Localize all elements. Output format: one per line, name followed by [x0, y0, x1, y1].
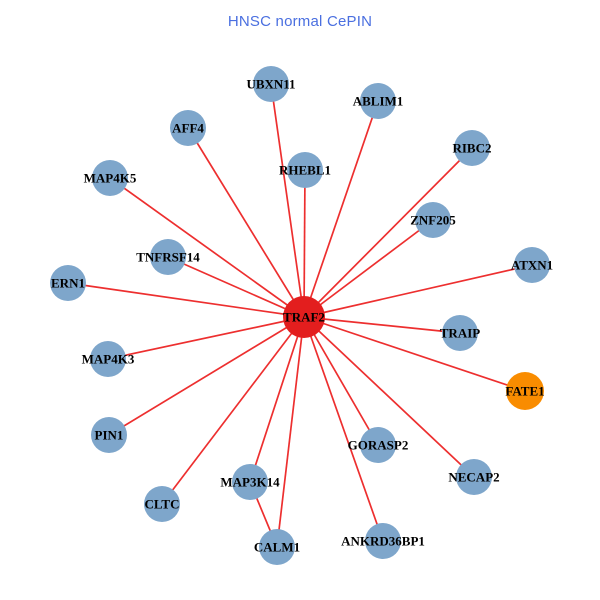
node-label-pin1: PIN1: [95, 428, 124, 443]
node-layer: [50, 66, 550, 565]
edge-traf2-fate1: [303, 316, 526, 392]
edge-traf2-aff4: [187, 127, 305, 318]
edge-traf2-map4k5: [109, 177, 305, 318]
node-label-necap2: NECAP2: [448, 470, 499, 485]
node-rhebl1: [287, 152, 323, 188]
node-ribc2: [454, 130, 490, 166]
edge-traf2-map3k14: [249, 316, 305, 483]
edge-layer: [67, 83, 533, 548]
label-layer: TRAF2 UBXN11 ABLIM1 RIBC2 ZNF205 ATXN1 TRAIP FA…: [51, 77, 553, 555]
node-label-map3k14: MAP3K14: [220, 475, 280, 490]
node-ern1: [50, 265, 86, 301]
edge-traf2-rhebl1: [303, 169, 306, 318]
edge-traf2-atxn1: [303, 264, 533, 318]
edge-traf2-pin1: [108, 316, 305, 436]
edge-traf2-tnfrsf14: [167, 256, 305, 318]
node-label-ribc2: RIBC2: [452, 141, 491, 156]
node-label-rhebl1: RHEBL1: [279, 163, 331, 178]
node-gorasp2: [360, 427, 396, 463]
node-map4k3: [90, 341, 126, 377]
node-znf205: [415, 202, 451, 238]
edge-traf2-cltc: [161, 316, 305, 505]
node-label-aff4: AFF4: [172, 121, 204, 136]
node-traf2: [283, 296, 325, 338]
node-label-gorasp2: GORASP2: [348, 438, 409, 453]
node-label-calm1: CALM1: [254, 540, 300, 555]
node-label-fate1: FATE1: [505, 384, 544, 399]
node-ubxn11: [253, 66, 289, 102]
node-label-traf2: TRAF2: [283, 310, 325, 325]
node-label-ern1: ERN1: [51, 276, 85, 291]
node-map3k14: [232, 464, 268, 500]
edge-traf2-ribc2: [303, 147, 473, 318]
node-tnfrsf14: [150, 239, 186, 275]
node-label-map4k3: MAP4K3: [82, 352, 135, 367]
node-ablim1: [360, 83, 396, 119]
node-label-tnfrsf14: TNFRSF14: [136, 250, 200, 265]
node-necap2: [456, 459, 492, 495]
node-pin1: [91, 417, 127, 453]
node-label-atxn1: ATXN1: [511, 258, 553, 273]
node-fate1: [506, 372, 544, 410]
node-label-map4k5: MAP4K5: [84, 171, 137, 186]
node-ankrd36bp1: [365, 523, 401, 559]
node-label-cltc: CLTC: [145, 497, 180, 512]
node-label-ubxn11: UBXN11: [246, 77, 295, 92]
node-aff4: [170, 110, 206, 146]
edge-traf2-traip: [303, 316, 461, 334]
edge-traf2-necap2: [303, 316, 475, 478]
node-calm1: [259, 529, 295, 565]
edge-traf2-gorasp2: [303, 316, 379, 446]
node-label-ankrd36bp1: ANKRD36BP1: [341, 534, 425, 549]
node-cltc: [144, 486, 180, 522]
edge-traf2-ankrd36bp1: [303, 316, 384, 542]
edge-traf2-ablim1: [303, 100, 379, 318]
edge-traf2-ubxn11: [270, 83, 305, 318]
edge-traf2-map4k3: [107, 316, 305, 360]
edge-traf2-znf205: [303, 219, 434, 318]
node-atxn1: [514, 247, 550, 283]
node-label-ablim1: ABLIM1: [353, 94, 404, 109]
node-traip: [442, 315, 478, 351]
edge-traf2-ern1: [67, 282, 305, 318]
node-label-znf205: ZNF205: [410, 213, 456, 228]
edge-traf2-calm1: [276, 316, 305, 548]
node-label-traip: TRAIP: [440, 326, 481, 341]
plot-title: HNSC normal CePIN: [227, 13, 373, 30]
node-map4k5: [92, 160, 128, 196]
